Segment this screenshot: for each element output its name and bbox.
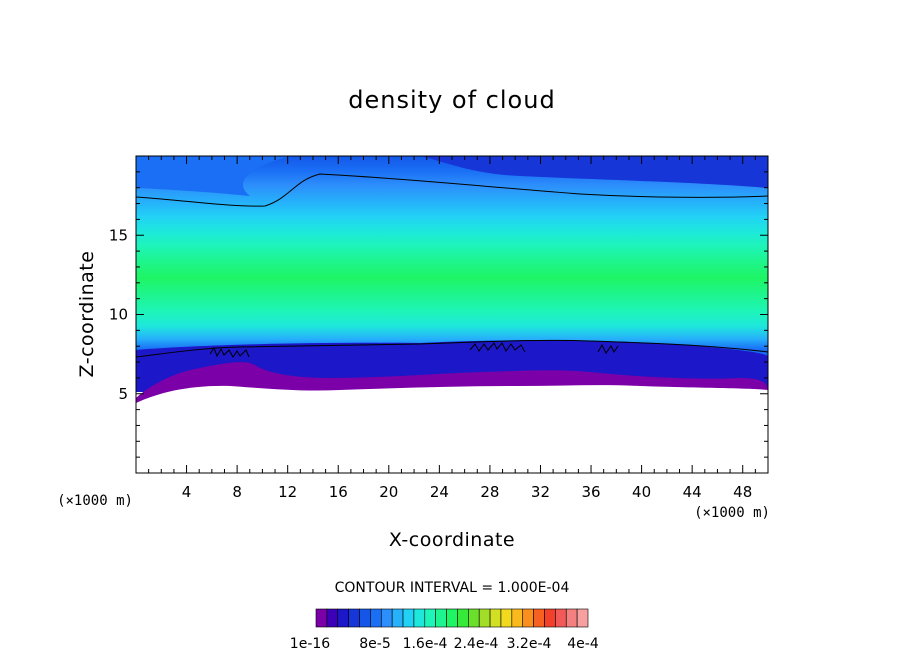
x-axis-ticks: 4 8 12 16 20 24 28 32 36 40 44 48 [148,156,756,501]
chart-title: density of cloud [348,86,556,114]
x-unit-label-left: (×1000 m) [57,493,133,509]
colorbar-swatch [391,608,404,628]
y-tick-label: 15 [109,226,128,244]
colorbar-tick-label: 8e-5 [359,636,390,652]
colorbar-swatch [337,608,349,628]
x-tick-label: 48 [733,483,752,501]
x-tick-label: 40 [632,483,651,501]
x-tick-label: 24 [430,483,449,501]
colorbar-swatch [370,608,382,628]
colorbar-swatch [380,608,393,628]
colorbar-swatch [468,608,480,628]
colorbar [315,608,589,628]
contour-fragment-center [469,342,526,353]
contour-fragment-right [597,343,619,354]
x-tick-label: 12 [278,483,297,501]
upper-left-band [136,156,290,196]
colorbar-swatch [522,608,534,628]
colorbar-swatch [402,608,415,628]
colorbar-swatch [544,608,556,628]
colorbar-swatch [315,608,328,628]
colorbar-swatch [555,608,567,628]
x-tick-label: 44 [683,483,702,501]
colorbar-labels: 1e-16 8e-5 1.6e-4 2.4e-4 3.2e-4 4e-4 [290,636,599,652]
colorbar-swatch [565,608,578,628]
colorbar-swatch [478,608,491,628]
heatmap-field [136,156,768,473]
y-axis-label: Z-coordinate [76,251,98,378]
colorbar-swatch [359,608,371,628]
cloud-free-region [136,385,768,473]
x-tick-label: 8 [232,483,242,501]
colorbar-swatch [326,608,339,628]
colorbar-swatch [576,608,589,628]
colorbar-tick-label: 1.6e-4 [403,636,448,652]
x-tick-label: 4 [182,483,192,501]
colorbar-swatch [489,608,502,628]
x-unit-label-right: (×1000 m) [694,505,770,521]
colorbar-tick-label: 2.4e-4 [454,636,499,652]
colorbar-swatch [511,608,524,628]
y-axis-ticks: 5 10 15 [109,171,768,458]
contour-fragment-left [209,346,250,358]
colorbar-tick-label: 3.2e-4 [507,636,552,652]
colorbar-tick-label: 4e-4 [567,636,599,652]
colorbar-swatch [413,608,426,628]
x-tick-label: 20 [379,483,398,501]
x-tick-label: 28 [480,483,499,501]
x-tick-label: 32 [531,483,550,501]
colorbar-tick-label: 1e-16 [290,636,330,652]
y-tick-label: 5 [118,385,128,403]
colorbar-swatch [348,608,360,628]
x-tick-label: 36 [581,483,600,501]
y-tick-label: 10 [109,306,128,324]
colorbar-swatch [446,608,458,628]
contour-interval-label: CONTOUR INTERVAL = 1.000E-04 [335,580,570,596]
x-axis-label: X-coordinate [389,529,515,551]
x-tick-label: 16 [329,483,348,501]
contour-line-lower [136,339,768,358]
contour-line-upper [136,173,768,207]
colorbar-swatch [424,608,436,628]
upper-density-band [136,156,768,188]
colorbar-swatch [533,608,545,628]
colorbar-swatch [435,608,447,628]
colorbar-swatch [457,608,469,628]
colorbar-swatch [500,608,513,628]
